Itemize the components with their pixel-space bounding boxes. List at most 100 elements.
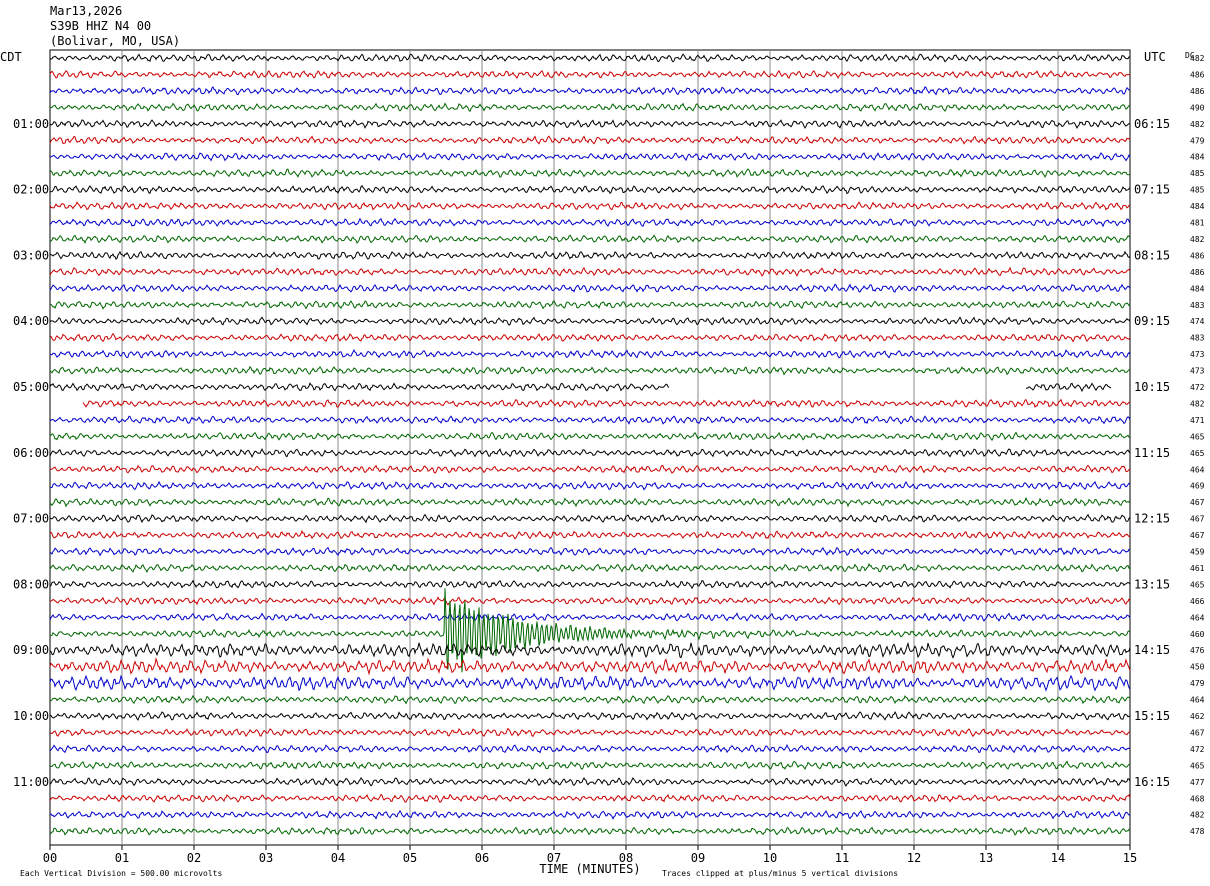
seismic-trace	[49, 674, 1131, 692]
dc-offset-label: 461	[1190, 564, 1205, 573]
seismic-trace	[49, 776, 1131, 787]
right-hour-label: 08:15	[1134, 248, 1170, 262]
dc-offset-label: 486	[1190, 268, 1205, 277]
seismic-trace	[49, 464, 1131, 474]
left-hour-label: 04:00	[13, 314, 49, 328]
seismic-trace	[49, 529, 1131, 540]
dc-offset-label: 471	[1190, 416, 1205, 425]
dc-offset-label: 459	[1190, 548, 1205, 557]
left-hour-label: 09:00	[13, 643, 49, 657]
dc-offset-label: 476	[1190, 646, 1205, 655]
x-tick-label: 01	[115, 851, 129, 865]
dc-offset-label: 484	[1190, 153, 1205, 162]
dc-offset-label: 484	[1190, 202, 1205, 211]
left-hour-label: 06:00	[13, 446, 49, 460]
dc-offset-label: 483	[1190, 301, 1205, 310]
right-hour-label: 16:15	[1134, 775, 1170, 789]
seismic-trace	[49, 316, 1131, 326]
seismic-trace	[49, 69, 1131, 79]
x-tick-label: 07	[547, 851, 561, 865]
seismic-trace	[49, 743, 1131, 754]
dc-offset-label: 473	[1190, 367, 1205, 376]
left-hour-label: 08:00	[13, 577, 49, 591]
seismic-trace	[49, 694, 1131, 705]
seismic-trace	[49, 657, 1131, 676]
seismic-trace	[82, 398, 1131, 409]
clip-note: Traces clipped at plus/minus 5 vertical …	[662, 869, 898, 878]
dc-offset-label: 472	[1190, 745, 1205, 754]
seismic-trace	[49, 711, 1131, 721]
scale-note: Each Vertical Division = 500.00 microvol…	[20, 869, 222, 878]
x-tick-label: 10	[763, 851, 777, 865]
x-tick-label: 09	[691, 851, 705, 865]
dc-offset-label: 464	[1190, 696, 1205, 705]
seismic-trace	[49, 562, 1131, 574]
seismic-trace	[49, 86, 1131, 96]
x-tick-label: 04	[331, 851, 345, 865]
dc-offset-label: 472	[1190, 383, 1205, 392]
x-tick-label: 05	[403, 851, 417, 865]
dc-offset-label: 482	[1190, 54, 1205, 63]
x-tick-label: 15	[1123, 851, 1137, 865]
seismic-trace	[49, 365, 1131, 376]
seismic-trace	[49, 415, 1131, 425]
dc-offset-label: 467	[1190, 498, 1205, 507]
x-tick-label: 00	[43, 851, 57, 865]
left-timezone-label: CDT	[0, 50, 22, 64]
seismic-trace	[49, 53, 1131, 63]
dc-offset-label: 467	[1190, 515, 1205, 524]
seismic-trace	[49, 250, 1131, 261]
seismic-trace	[49, 201, 1131, 211]
seismic-trace	[49, 234, 1131, 245]
seismic-trace	[49, 349, 1131, 359]
dc-offset-label: 482	[1190, 120, 1205, 129]
dc-offset-label: 486	[1190, 70, 1205, 79]
seismic-trace	[49, 266, 1131, 277]
dc-offset-label: 490	[1190, 103, 1205, 112]
x-tick-label: 14	[1051, 851, 1065, 865]
dc-offset-label: 482	[1190, 235, 1205, 244]
dc-offset-label: 483	[1190, 334, 1205, 343]
right-timezone-label: UTC	[1144, 50, 1166, 64]
dc-offset-label: 486	[1190, 87, 1205, 96]
seismic-trace	[49, 793, 1131, 803]
seismic-trace	[49, 168, 1131, 178]
plot-frame	[49, 49, 1131, 846]
dc-offset-label: 465	[1190, 449, 1205, 458]
seismic-trace	[49, 760, 1131, 771]
left-hour-label: 02:00	[13, 183, 49, 197]
seismic-trace	[49, 102, 1131, 113]
dc-offset-label: 467	[1190, 728, 1205, 737]
dc-offset-label: 485	[1190, 169, 1205, 178]
right-hour-label: 09:15	[1134, 314, 1170, 328]
seismic-trace	[49, 809, 1131, 821]
seismic-trace	[49, 579, 1131, 590]
dc-offset-label: 485	[1190, 186, 1205, 195]
dc-offset-label: 450	[1190, 663, 1205, 672]
station-location: (Bolivar, MO, USA)	[50, 34, 181, 48]
dc-offset-label: 486	[1190, 251, 1205, 260]
dc-offset-label: 482	[1190, 399, 1205, 408]
dc-offset-label: 477	[1190, 778, 1205, 787]
x-tick-label: 06	[475, 851, 489, 865]
seismic-trace	[49, 332, 1131, 343]
left-hour-label: 05:00	[13, 380, 49, 394]
seismic-trace	[49, 152, 1131, 162]
dc-offset-label: 482	[1190, 811, 1205, 820]
dc-offset-label: 464	[1190, 613, 1205, 622]
right-hour-label: 07:15	[1134, 183, 1170, 197]
seismic-trace	[49, 480, 1131, 491]
x-tick-label: 03	[259, 851, 273, 865]
right-hour-label: 12:15	[1134, 512, 1170, 526]
seismic-trace	[49, 546, 1130, 557]
seismic-trace	[49, 727, 1131, 738]
right-hour-label: 15:15	[1134, 709, 1170, 723]
x-tick-label: 13	[979, 851, 993, 865]
seismic-trace	[49, 826, 1131, 836]
dc-offset-label: 473	[1190, 350, 1205, 359]
seismic-trace	[49, 448, 1131, 458]
dc-offset-label: 465	[1190, 761, 1205, 770]
dc-offset-label: 479	[1190, 679, 1205, 688]
dc-offset-label: 468	[1190, 794, 1205, 803]
